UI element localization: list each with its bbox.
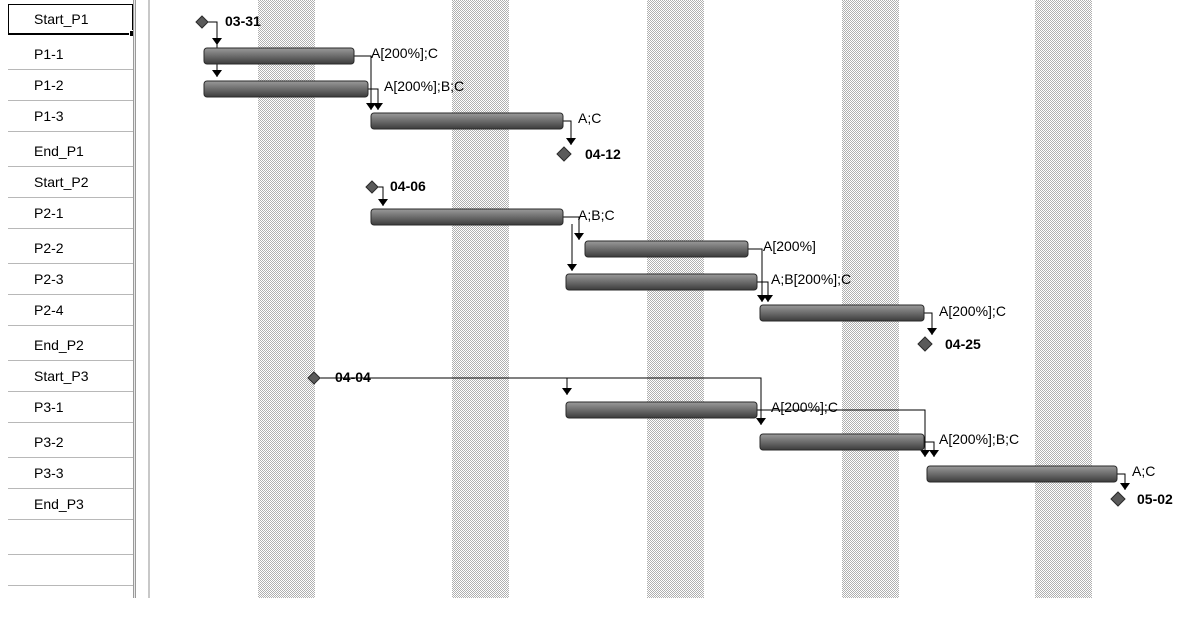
task-row-p3-2[interactable]: P3-2 bbox=[8, 427, 133, 458]
task-row-p2-2[interactable]: P2-2 bbox=[8, 233, 133, 264]
weekend-band bbox=[258, 0, 315, 598]
task-name: P1-1 bbox=[34, 46, 64, 62]
link-p1-2-to-p1-3 bbox=[368, 88, 383, 110]
task-bars bbox=[203, 47, 1118, 483]
task-row-end-p1[interactable]: End_P1 bbox=[8, 136, 133, 167]
milestones bbox=[195, 15, 1126, 507]
task-bar-p1-2[interactable] bbox=[203, 80, 369, 98]
link-p2-4-to-end-p2 bbox=[924, 312, 937, 335]
link-p2-3-to-p2-4 bbox=[757, 281, 773, 302]
task-bar-p2-1[interactable] bbox=[370, 208, 564, 226]
weekend-band bbox=[842, 0, 899, 598]
milestone-labels: 03-31 04-12 04-06 04-25 04-04 05-02 bbox=[225, 13, 1173, 507]
milestone-end-p3[interactable] bbox=[1110, 491, 1126, 507]
task-name: Start_P1 bbox=[34, 11, 89, 27]
task-row-end-p3[interactable]: End_P3 bbox=[8, 489, 133, 520]
task-sheet: Start_P1 P1-1 P1-2 P1-3 End_P1 Start_P2 … bbox=[0, 0, 150, 598]
milestone-date-label: 04-04 bbox=[335, 369, 371, 385]
task-row-p1-3[interactable]: P1-3 bbox=[8, 101, 133, 132]
task-row-empty[interactable] bbox=[8, 555, 133, 586]
task-name: P3-2 bbox=[34, 434, 64, 450]
resource-label: A[200%];B;C bbox=[384, 78, 464, 94]
weekend-band bbox=[647, 0, 704, 598]
task-bar-p2-2[interactable] bbox=[584, 240, 749, 258]
task-row-p2-1[interactable]: P2-1 bbox=[8, 198, 133, 229]
task-name: End_P2 bbox=[34, 337, 84, 353]
task-row-start-p2[interactable]: Start_P2 bbox=[8, 167, 133, 198]
task-name: P1-2 bbox=[34, 77, 64, 93]
pane-edge bbox=[148, 0, 150, 598]
link-p2-1-to-p2-2 bbox=[563, 216, 584, 240]
task-bar-p2-4[interactable] bbox=[759, 304, 925, 322]
task-bar-p1-3[interactable] bbox=[370, 112, 564, 130]
resource-label: A;B[200%];C bbox=[771, 271, 851, 287]
link-start-p2-to-p2-1 bbox=[378, 186, 388, 206]
task-bar-p3-2[interactable] bbox=[759, 433, 925, 451]
task-name: Start_P2 bbox=[34, 174, 89, 190]
task-name: P2-4 bbox=[34, 302, 64, 318]
nonworking-shading bbox=[258, 0, 1092, 598]
task-name: P2-3 bbox=[34, 271, 64, 287]
task-name: P3-3 bbox=[34, 465, 64, 481]
link-start-p1-to-p1-1 bbox=[208, 21, 222, 45]
link-p3-1-to-p3-3 bbox=[757, 409, 930, 457]
task-bar-p2-3[interactable] bbox=[565, 273, 758, 291]
resource-label: A[200%];C bbox=[939, 303, 1006, 319]
link-p3-3-to-end-p3 bbox=[1117, 473, 1130, 490]
gantt-chart[interactable]: 03-31 04-12 04-06 04-25 04-04 05-02 A[20… bbox=[0, 0, 1193, 598]
milestone-date-label: 04-25 bbox=[945, 336, 981, 352]
task-row-p1-1[interactable]: P1-1 bbox=[8, 39, 133, 70]
link-p1-3-to-end-p1 bbox=[563, 120, 576, 145]
weekend-band bbox=[452, 0, 509, 598]
task-row-start-p1[interactable]: Start_P1 bbox=[8, 4, 136, 37]
milestone-start-p1[interactable] bbox=[195, 15, 209, 29]
milestone-start-p2[interactable] bbox=[365, 180, 379, 194]
task-name: P2-2 bbox=[34, 240, 64, 256]
resource-label: A;B;C bbox=[578, 207, 615, 223]
task-row-p2-3[interactable]: P2-3 bbox=[8, 264, 133, 295]
resource-label: A[200%] bbox=[763, 238, 816, 254]
task-row-p3-1[interactable]: P3-1 bbox=[8, 392, 133, 423]
milestone-date-label: 04-12 bbox=[585, 146, 621, 162]
link-p2-2-to-p2-4 bbox=[748, 248, 767, 302]
task-name: End_P3 bbox=[34, 496, 84, 512]
task-name: Start_P3 bbox=[34, 368, 89, 384]
weekend-band bbox=[1035, 0, 1092, 598]
milestone-end-p1[interactable] bbox=[556, 146, 572, 162]
task-bar-p3-3[interactable] bbox=[926, 465, 1118, 483]
milestone-end-p2[interactable] bbox=[917, 336, 933, 352]
task-row-end-p2[interactable]: End_P2 bbox=[8, 330, 133, 361]
milestone-start-p3[interactable] bbox=[307, 371, 321, 385]
task-name: P3-1 bbox=[34, 399, 64, 415]
milestone-date-label: 03-31 bbox=[225, 13, 261, 29]
task-row-start-p3[interactable]: Start_P3 bbox=[8, 361, 133, 392]
resource-labels: A[200%];C A[200%];B;C A;C A;B;C A[200%] … bbox=[371, 45, 1155, 479]
task-name: P1-3 bbox=[34, 108, 64, 124]
link-p1-1-to-p1-3 bbox=[354, 55, 376, 110]
task-name: End_P1 bbox=[34, 143, 84, 159]
milestone-date-label: 05-02 bbox=[1137, 491, 1173, 507]
task-row-p3-3[interactable]: P3-3 bbox=[8, 458, 133, 489]
resource-label: A[200%];C bbox=[371, 45, 438, 61]
task-row-p2-4[interactable]: P2-4 bbox=[8, 295, 133, 326]
milestone-date-label: 04-06 bbox=[390, 178, 426, 194]
task-bar-p1-1[interactable] bbox=[203, 47, 355, 65]
link-p3-2-to-p3-3 bbox=[924, 441, 939, 457]
task-row-empty[interactable] bbox=[8, 524, 133, 555]
task-row-p1-2[interactable]: P1-2 bbox=[8, 70, 133, 101]
task-bar-p3-1[interactable] bbox=[565, 401, 758, 419]
resource-label: A;C bbox=[1132, 463, 1155, 479]
resource-label: A[200%];B;C bbox=[939, 431, 1019, 447]
resource-label: A;C bbox=[578, 110, 601, 126]
pane-splitter[interactable] bbox=[133, 0, 136, 598]
task-name: P2-1 bbox=[34, 205, 64, 221]
resource-label: A[200%];C bbox=[771, 399, 838, 415]
link-start-p3-to-p3-2 bbox=[567, 377, 766, 425]
